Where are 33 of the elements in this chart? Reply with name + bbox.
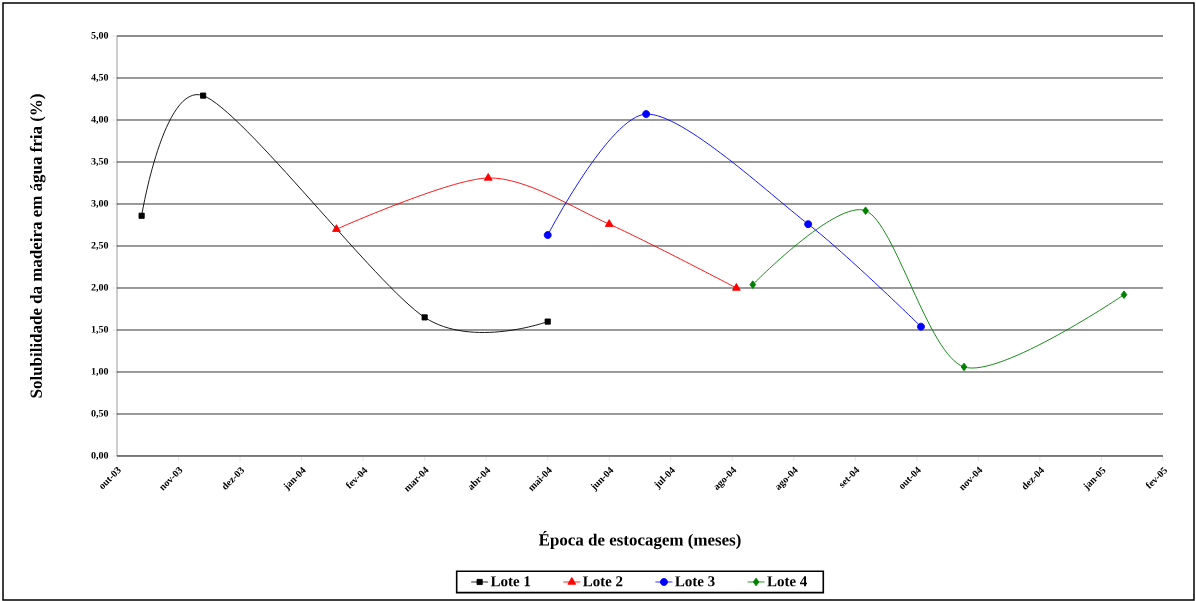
legend-label: Lote 4 [767, 576, 807, 587]
point [421, 314, 428, 321]
y-tick-label: 1,00 [91, 367, 109, 377]
point [732, 283, 741, 291]
point [917, 322, 925, 331]
point [749, 280, 757, 289]
y-tick-label: 3,00 [91, 199, 109, 209]
legend-label: Lote 1 [490, 576, 531, 587]
y-tick-label: 3,50 [91, 157, 109, 167]
point [642, 110, 651, 119]
point [483, 173, 493, 181]
point [1120, 290, 1128, 299]
point [804, 220, 813, 229]
point [138, 212, 145, 219]
legend-label: Lote 2 [582, 576, 623, 587]
point [200, 92, 207, 99]
y-tick-label: 4,50 [91, 73, 109, 83]
point [604, 219, 614, 227]
point [544, 318, 551, 325]
point [543, 231, 552, 240]
y-tick-label: 4,00 [91, 115, 109, 125]
y-axis-title: Solubilidade da madeira em água fria (%) [29, 94, 46, 398]
point [332, 224, 341, 232]
point [862, 206, 869, 215]
y-tick-label: 0,00 [91, 451, 109, 461]
point [960, 362, 968, 372]
y-tick-label: 2,00 [91, 283, 109, 293]
y-tick-label: 1,50 [91, 325, 109, 335]
y-tick-label: 5,00 [91, 31, 109, 41]
y-tick-label: 0,50 [91, 409, 109, 419]
legend-label: Lote 3 [675, 576, 715, 587]
x-axis-title: Época de estocagem (meses) [538, 530, 741, 550]
y-tick-label: 2,50 [91, 241, 109, 251]
